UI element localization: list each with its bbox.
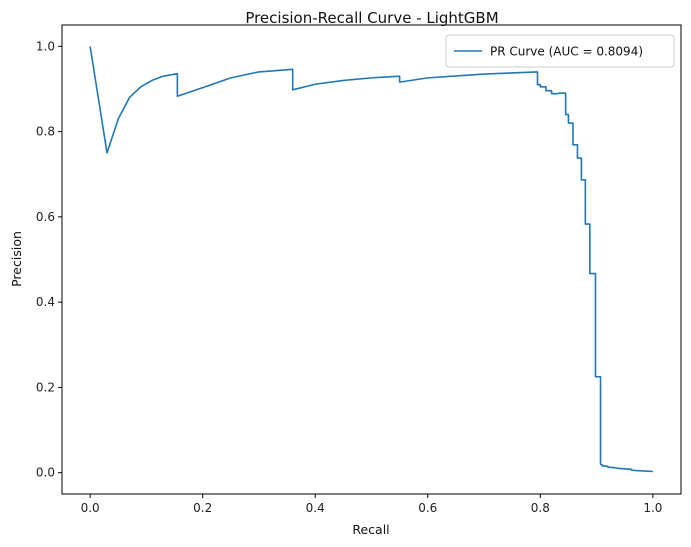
y-tick-label: 0.4	[36, 295, 55, 309]
y-tick-label: 0.0	[36, 466, 55, 480]
y-axis-label: Precision	[9, 231, 24, 287]
x-tick-label: 0.8	[531, 501, 550, 515]
y-tick-label: 1.0	[36, 39, 55, 53]
y-tick-label: 0.8	[36, 125, 55, 139]
y-tick-label: 0.2	[36, 380, 55, 394]
x-tick-label: 0.0	[81, 501, 100, 515]
y-tick-label: 0.6	[36, 210, 55, 224]
legend-box	[445, 34, 675, 68]
x-tick-label: 1.0	[643, 501, 662, 515]
pr-curve-line	[89, 46, 653, 473]
chart-title: Precision-Recall Curve - LightGBM	[245, 9, 498, 27]
plot-frame	[61, 24, 682, 495]
x-axis-label: Recall	[352, 522, 389, 537]
x-tick-label: 0.4	[306, 501, 325, 515]
x-tick-label: 0.6	[418, 501, 437, 515]
x-tick-label: 0.2	[193, 501, 212, 515]
y-axis-ticks: 0.0 0.2 0.4 0.6 0.8 1.0	[36, 39, 62, 480]
legend-label: PR Curve (AUC = 0.8094)	[490, 45, 643, 59]
x-axis-ticks: 0.0 0.2 0.4 0.6 0.8 1.0	[81, 494, 662, 515]
legend: PR Curve (AUC = 0.8094)	[445, 34, 675, 68]
